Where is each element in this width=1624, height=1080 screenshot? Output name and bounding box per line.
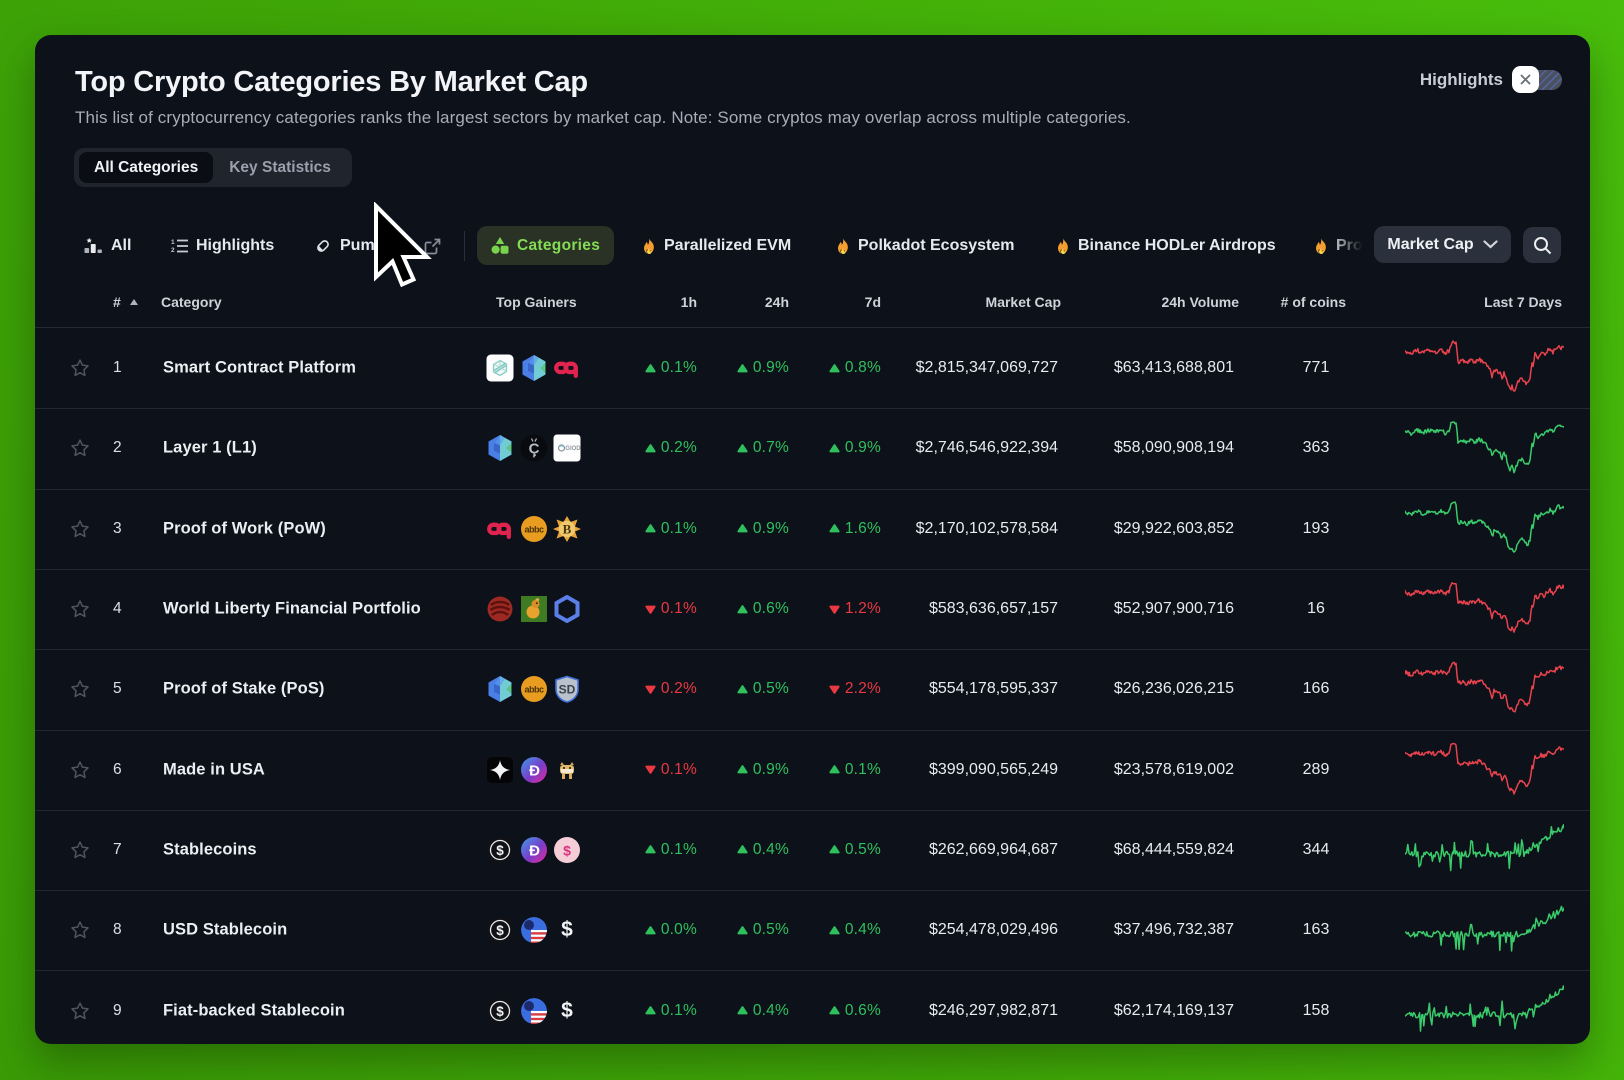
svg-text:Đ: Đ xyxy=(529,842,540,859)
svg-text:abbc: abbc xyxy=(524,685,544,695)
svg-text:$: $ xyxy=(496,923,504,938)
svg-text:Ç: Ç xyxy=(528,441,539,458)
svg-text:$: $ xyxy=(563,842,571,858)
svg-text:abbc: abbc xyxy=(524,524,544,534)
svg-text:SD: SD xyxy=(559,683,576,697)
svg-text:Đ: Đ xyxy=(529,762,540,779)
svg-text:B: B xyxy=(563,521,572,536)
svg-text:1: 1 xyxy=(171,239,175,246)
svg-text:$: $ xyxy=(496,1004,504,1019)
svg-text:GIOD: GIOD xyxy=(565,447,581,453)
svg-text:$: $ xyxy=(496,843,504,858)
svg-text:2: 2 xyxy=(171,247,175,254)
